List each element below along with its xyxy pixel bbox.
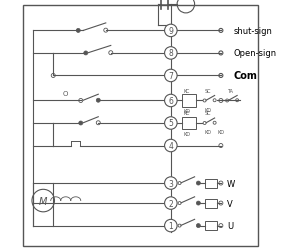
Circle shape [164,47,177,60]
Text: U: U [227,221,233,230]
Circle shape [164,95,177,107]
Circle shape [76,29,80,33]
Text: KD: KD [204,107,212,112]
Text: 1: 1 [168,221,173,230]
Text: M: M [39,196,47,206]
Circle shape [164,25,177,38]
Circle shape [164,70,177,82]
Text: 7: 7 [168,72,173,81]
Text: 2: 2 [168,199,173,208]
Text: 6: 6 [168,97,173,106]
Text: Open-sign: Open-sign [233,49,277,58]
Circle shape [164,117,177,130]
FancyBboxPatch shape [23,6,259,246]
Circle shape [96,99,100,103]
Text: 3: 3 [168,179,173,188]
Circle shape [164,197,177,209]
Text: KC: KC [183,89,190,93]
Text: W: W [227,179,235,188]
Text: 4: 4 [168,141,173,150]
Circle shape [164,177,177,190]
Text: TA: TA [227,89,233,93]
Circle shape [84,52,88,56]
Text: KD: KD [217,130,224,135]
Text: 8: 8 [168,49,173,58]
Text: KD: KD [183,131,190,136]
Text: KC: KC [183,111,190,116]
Circle shape [196,201,200,205]
Bar [182,117,196,130]
Text: KD: KD [183,109,190,114]
Text: 5: 5 [168,119,173,128]
Bar [182,95,196,107]
Text: V: V [227,199,233,208]
Circle shape [164,219,177,232]
Circle shape [79,121,83,125]
Circle shape [164,140,177,152]
Bar [204,179,217,188]
Bar [204,199,217,208]
Text: Com: Com [233,71,257,81]
Bar [204,221,217,230]
Text: 9: 9 [168,27,173,36]
Circle shape [196,181,200,185]
Text: shut-sign: shut-sign [233,27,272,36]
Text: KD: KD [204,130,212,135]
Text: SC: SC [204,111,211,116]
Text: SC: SC [204,89,211,93]
Circle shape [196,224,200,228]
Text: O: O [63,91,68,97]
